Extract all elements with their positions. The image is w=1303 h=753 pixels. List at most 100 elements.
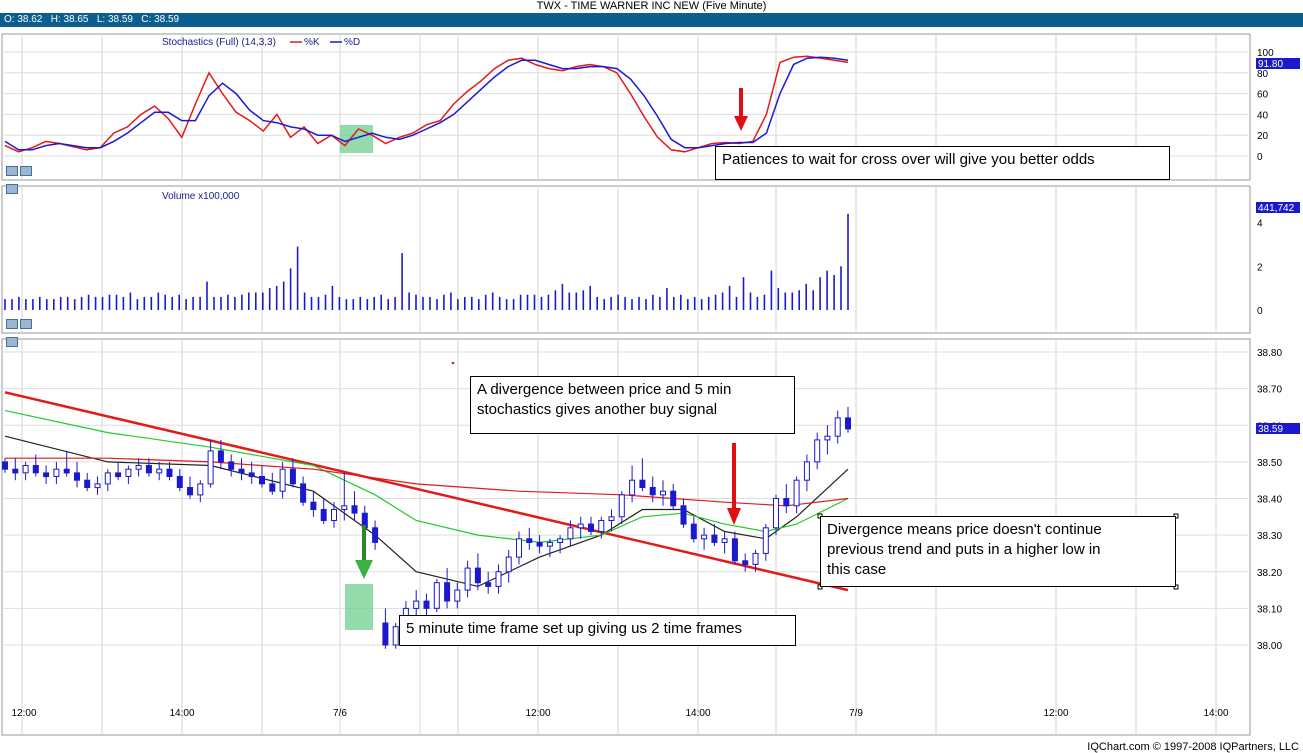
annotation-line: Divergence means price doesn't continue: [827, 521, 1102, 538]
x-tick-label: 7/6: [333, 708, 347, 719]
legend-k-label: %K: [304, 37, 320, 48]
candle-body: [793, 479, 800, 507]
panel-button-icon[interactable]: [6, 184, 18, 194]
candle-body: [485, 582, 492, 587]
candle-body: [464, 567, 471, 591]
y-tick-label: 38.20: [1257, 568, 1282, 579]
candle-body: [752, 552, 759, 565]
candle-body: [176, 476, 183, 488]
candle-body: [320, 509, 327, 521]
y-tick-label: 4: [1257, 219, 1263, 230]
candle-body: [660, 490, 666, 496]
x-tick-label: 7/9: [849, 708, 863, 719]
candle-body: [433, 582, 440, 609]
candle-body: [187, 487, 193, 496]
candle-body: [474, 567, 481, 584]
candle-body: [536, 541, 543, 547]
panel-button-icon[interactable]: [6, 319, 18, 329]
candle-body: [12, 468, 19, 474]
candle-body: [762, 527, 769, 554]
candle-body: [104, 472, 111, 485]
y-tick-label: 38.50: [1257, 458, 1282, 469]
candle-body: [310, 501, 317, 511]
x-tick-label: 14:00: [1203, 708, 1228, 719]
annotation-line: stochastics gives another buy signal: [477, 401, 718, 418]
y-tick-label: 38.30: [1257, 531, 1282, 542]
candle-body: [341, 505, 348, 510]
panel-button-icon[interactable]: [6, 166, 18, 176]
annotation-crossover: Patiences to wait for cross over will gi…: [715, 146, 1170, 180]
stoch-panel-controls[interactable]: [6, 163, 42, 194]
candle-body: [845, 417, 851, 430]
candle-body: [608, 516, 615, 521]
candle-body: [690, 523, 697, 540]
chart-title: TWX - TIME WARNER INC NEW (Five Minute): [536, 0, 767, 12]
candle-body: [639, 479, 646, 489]
annotation-text: Patiences to wait for cross over will gi…: [722, 151, 1095, 168]
volume-last-value: 441,742: [1258, 203, 1295, 214]
panel-button-icon[interactable]: [6, 337, 18, 347]
candle-body: [53, 468, 60, 478]
candle-body: [783, 498, 790, 507]
candle-body: [115, 472, 122, 478]
candle-body: [505, 556, 512, 573]
x-tick-label: 14:00: [169, 708, 194, 719]
ohlc-bar: [0, 13, 1303, 27]
arrow-red-price-head: [727, 508, 741, 525]
candle-body: [32, 465, 39, 474]
candle-body: [803, 461, 810, 481]
stoch-d-line: [4, 56, 849, 151]
candle-body: [135, 465, 142, 470]
candle-body: [145, 465, 152, 474]
candle-body: [649, 487, 656, 496]
candle-body: [74, 472, 80, 481]
y-tick-label: 38.10: [1257, 604, 1282, 615]
candle-body: [598, 520, 605, 532]
annotation-line: previous trend and puts in a higher low …: [827, 541, 1101, 558]
candle-body: [22, 465, 29, 474]
panel-button-icon[interactable]: [20, 319, 32, 329]
candle-body: [413, 600, 420, 609]
candle-body: [680, 505, 687, 525]
candle-body: [125, 468, 132, 478]
candle-body: [372, 527, 379, 543]
price-last-value: 38.59: [1258, 424, 1283, 435]
price-last-badge: [1256, 423, 1300, 434]
stoch-k-line: [4, 55, 849, 153]
candle-body: [382, 622, 389, 646]
annotation-timeframe: 5 minute time frame set up giving us 2 t…: [399, 615, 796, 646]
volume-panel-controls[interactable]: [6, 316, 42, 347]
candle-body: [567, 527, 574, 540]
candle-body: [834, 417, 841, 437]
ma_short-line: [4, 435, 849, 588]
ma_long-line: [5, 457, 849, 507]
dot-marker: [451, 361, 455, 365]
candle-body: [94, 483, 101, 489]
y-tick-label: 38.40: [1257, 495, 1282, 506]
candle-body: [84, 479, 91, 489]
candle-body: [289, 468, 296, 485]
copyright: IQChart.com © 1997-2008 IQPartners, LLC: [1087, 741, 1299, 753]
annotation-divergence-signal: A divergence between price and 5 min sto…: [470, 376, 795, 434]
candle-body: [526, 538, 533, 543]
y-tick-label: 0: [1257, 152, 1263, 163]
legend-d-label: %D: [344, 37, 360, 48]
y-tick-label: 20: [1257, 131, 1269, 142]
candle-body: [156, 468, 163, 474]
annotation-text: 5 minute time frame set up giving us 2 t…: [406, 620, 742, 637]
y-tick-label: 60: [1257, 90, 1269, 101]
candle-body: [742, 560, 749, 565]
candle-body: [516, 538, 522, 558]
candle-body: [701, 534, 708, 540]
stoch-title: Stochastics (Full) (14,3,3): [162, 37, 276, 48]
candle-body: [577, 523, 584, 529]
panel-button-icon[interactable]: [20, 166, 32, 176]
y-tick-label: 38.00: [1257, 641, 1282, 652]
candle-body: [670, 490, 677, 507]
candle-body: [711, 534, 718, 543]
candle-body: [351, 505, 358, 514]
candle-body: [331, 509, 337, 521]
annotation-divergence-meaning: Divergence means price doesn't continue …: [820, 516, 1176, 587]
annotation-line: this case: [827, 561, 887, 578]
y-tick-label: 38.70: [1257, 385, 1282, 396]
